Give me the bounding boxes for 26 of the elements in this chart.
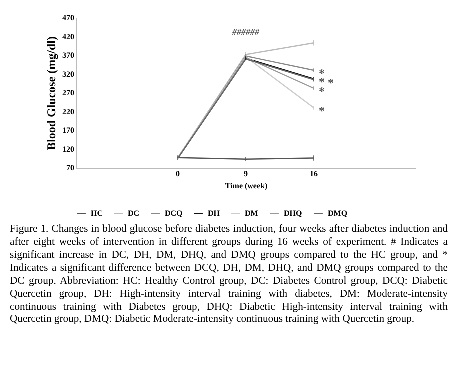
x-tick-label: 9 <box>244 170 248 178</box>
legend-label: DC <box>128 208 140 218</box>
annotation: * <box>319 104 325 118</box>
legend-label: DH <box>208 208 221 218</box>
y-tick-label: 370 <box>62 51 74 60</box>
y-tick-label: 70 <box>66 164 74 172</box>
annotation: * <box>328 76 334 90</box>
y-tick-label: 320 <box>62 70 74 79</box>
legend-label: DHQ <box>284 208 302 218</box>
annotation: ###### <box>232 27 260 37</box>
x-axis-title: Time (week) <box>225 182 268 190</box>
y-tick-label: 420 <box>62 32 74 42</box>
y-tick-label: 470 <box>62 14 74 22</box>
y-tick-label: 220 <box>62 107 74 116</box>
y-axis-title: Blood Glucose (mg/dl) <box>44 36 58 151</box>
x-tick-label: 0 <box>176 170 180 178</box>
legend-label: HC <box>91 208 104 218</box>
legend-label: DCQ <box>165 208 183 218</box>
y-tick-label: 170 <box>62 126 74 135</box>
y-tick-label: 120 <box>62 144 74 154</box>
annotation: * <box>319 84 325 98</box>
legend-label: DM <box>245 208 259 218</box>
x-tick-label: 16 <box>310 170 318 178</box>
legend-label: DMQ <box>328 208 348 218</box>
caption: Figure 1. Changes in blood glucose before diabetes induction, four weeks after diabetes induction and after eight weeks of intervention in different groups during 16 weeks of experiment. # Indicates a significant increase in DC, DH, DM, DHQ, and DMQ groups compared to the HC group, and * Indicates a significant difference between DCQ, DH, DM, DHQ, and DMQ groups compared to the DC group. Abbreviation: HC: Healthy Control group, DC: Diabetes Control group, DCQ: Diabetic Quercetin group, DH: High-intensity interval training with diabetes, DM: Moderate-intensity continuous training with Diabetes group, DHQ: Diabetic High-intensity interval training with Quercetin group, DMQ: Diabetic Moderate-intensity continuous training with Quercetin group. <box>10 224 448 328</box>
y-tick-label: 270 <box>62 88 74 98</box>
